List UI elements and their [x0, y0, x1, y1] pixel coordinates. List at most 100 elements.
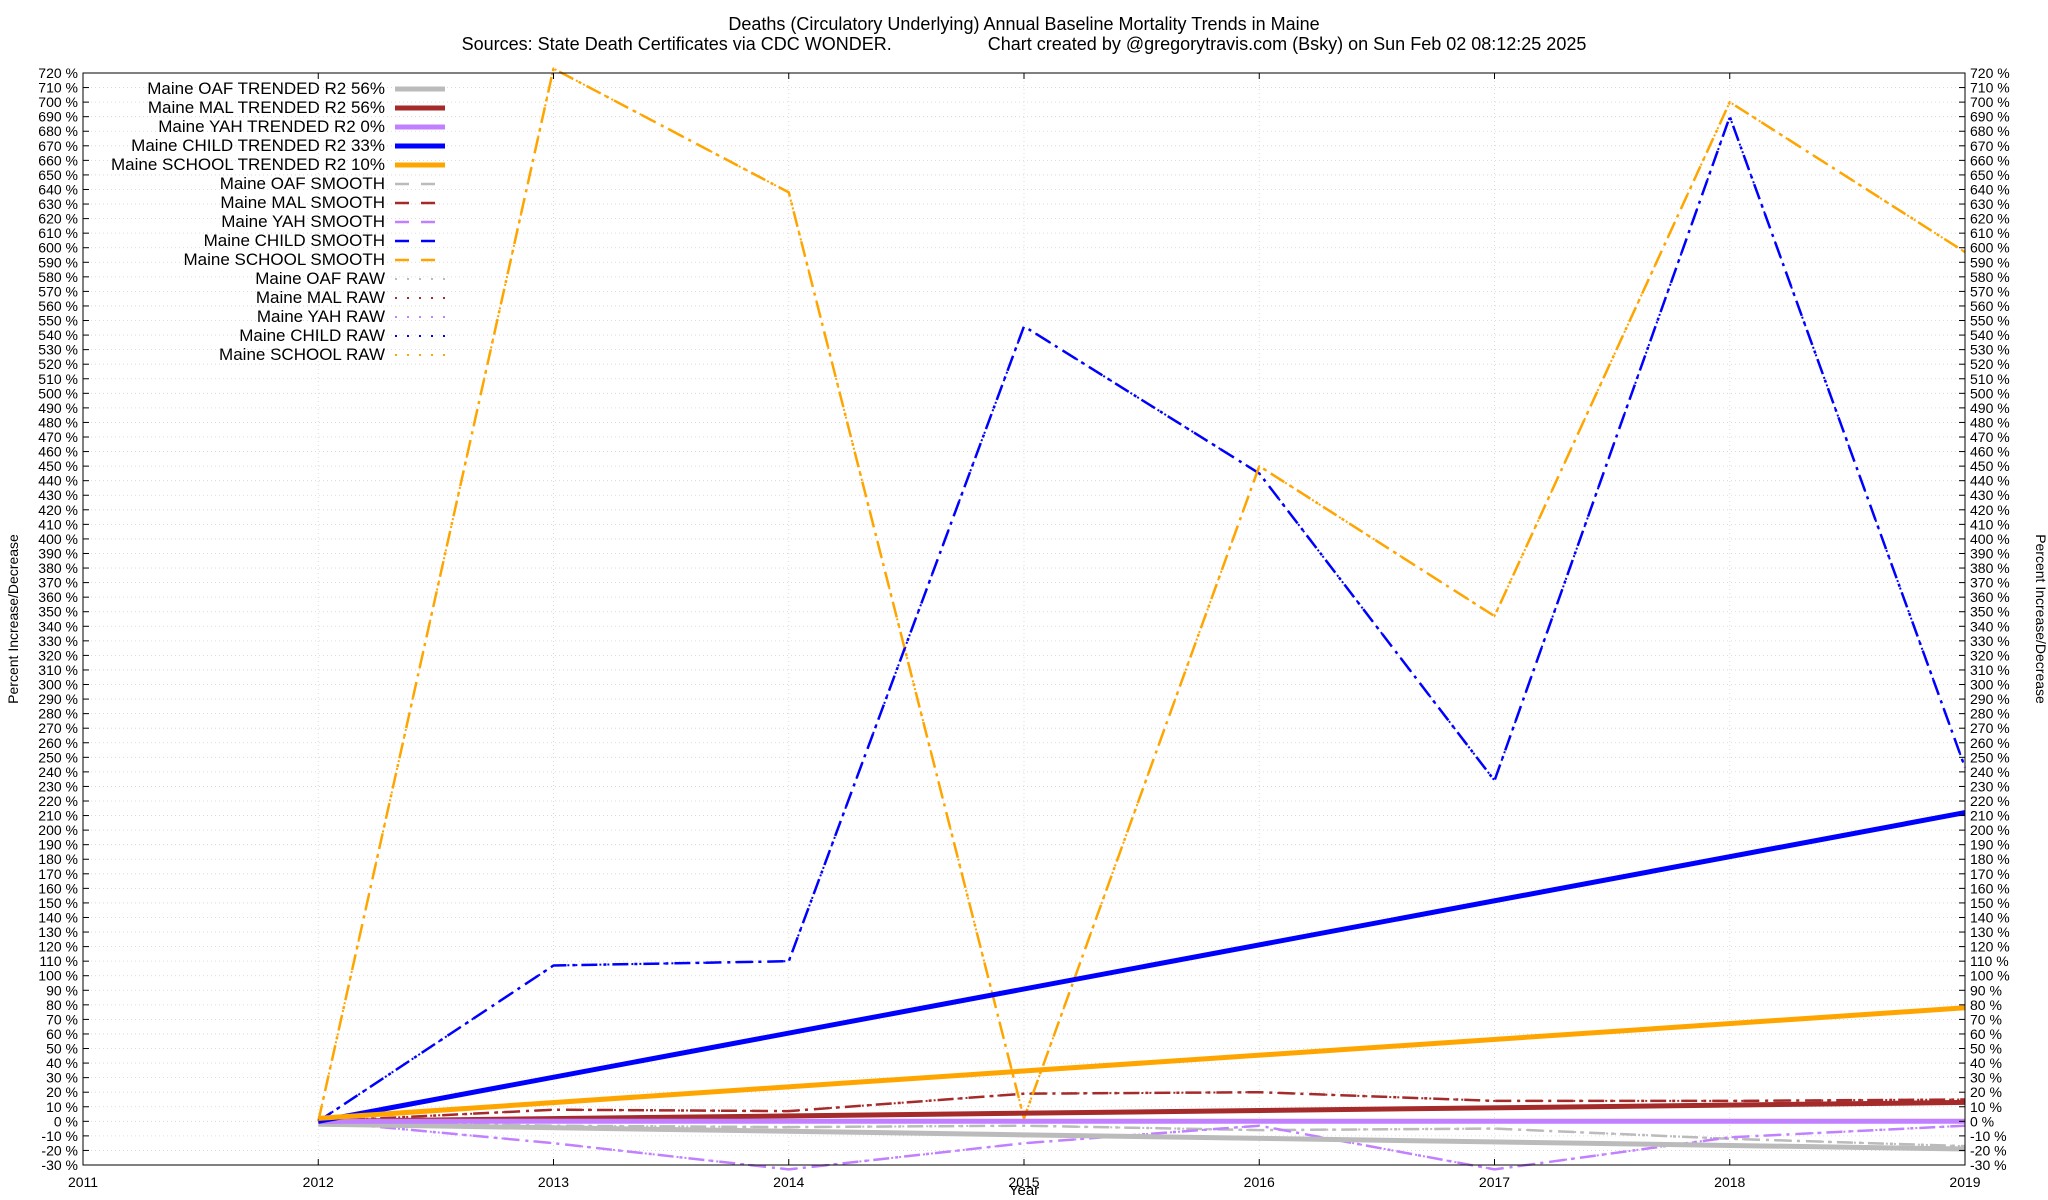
y-tick-label: 210 % [38, 808, 78, 824]
y2-tick-label: 130 % [1970, 924, 2010, 940]
legend-label-maine-mal-trended-r2-56: Maine MAL TRENDED R2 56% [148, 98, 385, 117]
y2-tick-label: 30 % [1970, 1070, 2002, 1086]
y-tick-label: 710 % [38, 80, 78, 96]
y-tick-label: 660 % [38, 152, 78, 168]
x-tick-label: 2016 [1244, 1174, 1275, 1190]
y2-tick-label: 150 % [1970, 895, 2010, 911]
y-tick-label: -20 % [41, 1142, 78, 1158]
y-tick-label: 30 % [46, 1070, 78, 1086]
y-tick-label: 630 % [38, 196, 78, 212]
y-tick-label: 490 % [38, 400, 78, 416]
y2-tick-label: 50 % [1970, 1041, 2002, 1057]
y2-tick-label: 710 % [1970, 80, 2010, 96]
y2-tick-label: 370 % [1970, 575, 2010, 591]
y2-tick-label: 660 % [1970, 152, 2010, 168]
y-tick-label: 0 % [54, 1113, 78, 1129]
y-tick-label: 450 % [38, 458, 78, 474]
y-tick-label: 720 % [38, 65, 78, 81]
y2-tick-label: 310 % [1970, 662, 2010, 678]
y2-tick-label: 440 % [1970, 473, 2010, 489]
y-tick-label: 220 % [38, 793, 78, 809]
series-line-maine-child-trended-r2-33 [317, 810, 1966, 1124]
y-tick-label: 350 % [38, 604, 78, 620]
y-tick-label: 110 % [39, 953, 78, 969]
legend-label-maine-child-smooth: Maine CHILD SMOOTH [204, 231, 385, 250]
y2-tick-label: -10 % [1970, 1128, 2007, 1144]
y2-tick-label: 390 % [1970, 545, 2010, 561]
x-tick-label: 2017 [1479, 1174, 1510, 1190]
y2-tick-label: 340 % [1970, 618, 2010, 634]
y2-tick-label: 410 % [1970, 516, 2010, 532]
y2-tick-label: 350 % [1970, 604, 2010, 620]
y2-tick-label: 580 % [1970, 269, 2010, 285]
y-tick-label: 560 % [38, 298, 78, 314]
y-tick-label: 240 % [38, 764, 78, 780]
y2-tick-label: 60 % [1970, 1026, 2002, 1042]
y-tick-label: 140 % [38, 909, 78, 925]
y-tick-label: 470 % [38, 429, 78, 445]
y2-tick-label: 420 % [1970, 502, 2010, 518]
y-tick-label: 460 % [38, 444, 78, 460]
y-tick-label: 420 % [38, 502, 78, 518]
y2-tick-label: 360 % [1970, 589, 2010, 605]
y-tick-label: 480 % [38, 414, 78, 430]
legend: Maine OAF TRENDED R2 56%Maine MAL TRENDE… [111, 79, 445, 364]
y-tick-label: 680 % [38, 123, 78, 139]
y2-tick-label: 680 % [1970, 123, 2010, 139]
y-tick-label: 40 % [46, 1055, 78, 1071]
y-tick-label: 360 % [38, 589, 78, 605]
legend-label-maine-child-trended-r2-33: Maine CHILD TRENDED R2 33% [131, 136, 385, 155]
y-tick-label: 150 % [38, 895, 78, 911]
data-series [317, 67, 1967, 1171]
y-tick-label: 320 % [38, 647, 78, 663]
y2-tick-label: 330 % [1970, 633, 2010, 649]
y-tick-label: 510 % [38, 371, 78, 387]
y-tick-label: 670 % [38, 138, 78, 154]
y-tick-label: 600 % [38, 240, 78, 256]
y2-tick-label: 530 % [1970, 342, 2010, 358]
series-line-maine-school-trended-r2-10 [318, 1005, 1966, 1121]
y-tick-label: 500 % [38, 385, 78, 401]
y-tick-label: 310 % [38, 662, 78, 678]
series-line-maine-mal-raw [318, 1091, 1966, 1123]
series-line-maine-oaf-smooth [318, 1120, 1966, 1148]
y-tick-label: 340 % [38, 618, 78, 634]
legend-label-maine-oaf-raw: Maine OAF RAW [255, 269, 385, 288]
y-tick-label: 80 % [46, 997, 78, 1013]
y2-tick-label: 320 % [1970, 647, 2010, 663]
y2-tick-label: 610 % [1970, 225, 2010, 241]
y-tick-label: 160 % [38, 880, 78, 896]
y-tick-label: 90 % [46, 982, 78, 998]
y-tick-label: -10 % [41, 1128, 78, 1144]
y2-tick-label: 140 % [1970, 909, 2010, 925]
y2-tick-label: 40 % [1970, 1055, 2002, 1071]
y2-tick-label: 160 % [1970, 880, 2010, 896]
y2-tick-label: 670 % [1970, 138, 2010, 154]
y-tick-label: 440 % [38, 473, 78, 489]
x-axis-label: Year [1009, 1182, 1039, 1199]
y2-tick-label: 430 % [1970, 487, 2010, 503]
y-tick-label: 20 % [46, 1084, 78, 1100]
y2-tick-label: 20 % [1970, 1084, 2002, 1100]
y-tick-label: 620 % [38, 211, 78, 227]
y-tick-label: 50 % [46, 1041, 78, 1057]
y-tick-label: 650 % [38, 167, 78, 183]
y2-tick-label: 240 % [1970, 764, 2010, 780]
axis-ticks: -30 % -30 %-20 % -20 %-10 % -10 %0 % 0 %10 %… [38, 65, 2009, 1190]
y2-tick-label: 200 % [1970, 822, 2010, 838]
y2-tick-label: 700 % [1970, 94, 2010, 110]
y-tick-label: 300 % [38, 677, 78, 693]
y2-tick-label: 540 % [1970, 327, 2010, 343]
y2-tick-label: 460 % [1970, 444, 2010, 460]
y-tick-label: 700 % [38, 94, 78, 110]
y-tick-label: 200 % [38, 822, 78, 838]
y2-tick-label: 720 % [1970, 65, 2010, 81]
legend-label-maine-yah-raw: Maine YAH RAW [257, 307, 385, 326]
y-tick-label: 520 % [38, 356, 78, 372]
y2-tick-label: -30 % [1970, 1157, 2007, 1173]
y2-tick-label: 210 % [1970, 808, 2010, 824]
series-line-maine-oaf-trended-r2-56 [318, 1121, 1966, 1152]
y-tick-label: 580 % [38, 269, 78, 285]
y2-tick-label: 90 % [1970, 982, 2002, 998]
y-tick-label: 540 % [38, 327, 78, 343]
